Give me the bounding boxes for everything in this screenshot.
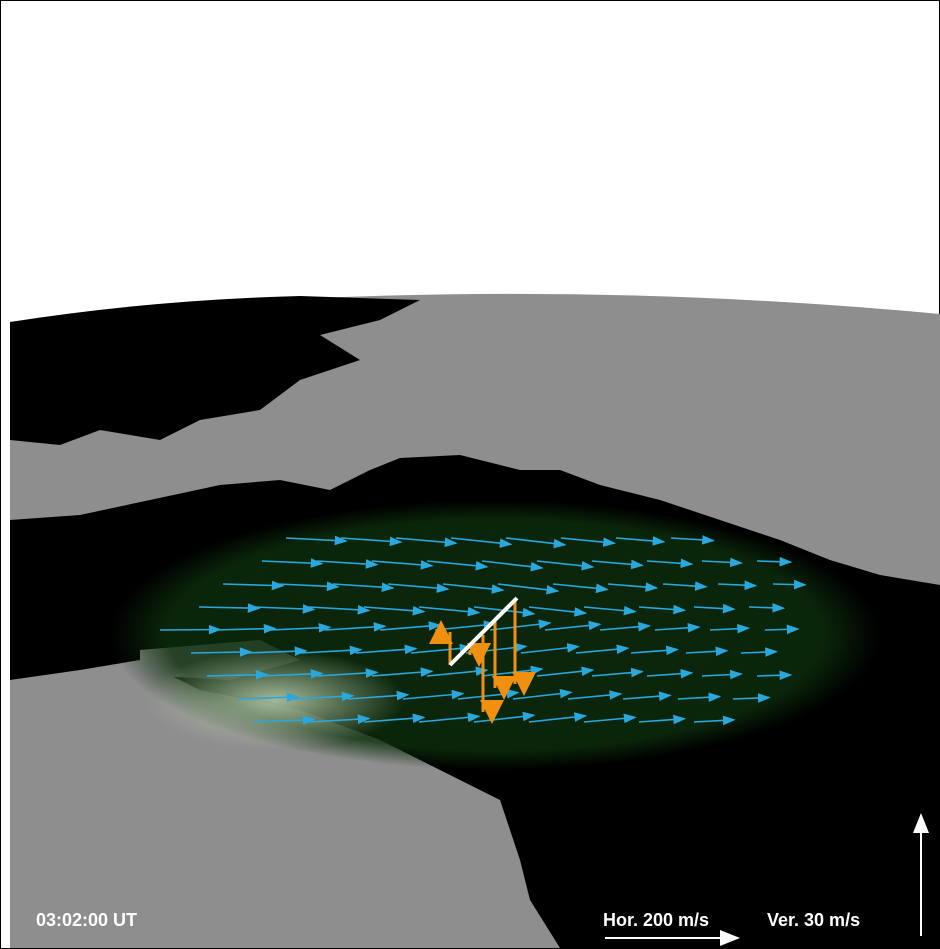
wind-arrow <box>190 647 253 657</box>
wind-arrow <box>410 643 473 654</box>
wind-arrow <box>261 558 324 568</box>
wind-arrow <box>528 606 588 617</box>
wind-arrow <box>285 535 348 546</box>
wind-arrow <box>418 606 481 617</box>
wind-arrow <box>764 624 800 635</box>
wind-arrow <box>222 580 285 591</box>
wind-arrow <box>732 693 771 703</box>
wind-arrow <box>277 581 340 592</box>
wind-arrow <box>772 579 807 590</box>
wind-arrow <box>528 712 588 723</box>
wind-arrow <box>575 644 630 654</box>
wind-arrow <box>159 624 222 635</box>
wind-arrow <box>261 669 324 679</box>
wind-arrow <box>489 619 552 631</box>
wind-arrow <box>340 536 403 547</box>
wind-arrow <box>646 668 694 679</box>
wind-arrow <box>395 537 458 548</box>
wind-arrow <box>450 537 513 548</box>
vertical-arrows <box>429 600 536 724</box>
wind-arrow <box>245 646 308 656</box>
wind-arrow <box>607 582 659 592</box>
wind-arrow <box>756 556 793 567</box>
wind-arrow <box>646 558 694 569</box>
wind-arrow <box>253 715 316 725</box>
wind-arrow <box>560 537 616 547</box>
wind-arrow <box>237 692 300 703</box>
vertical-scale: Ver. 30 m/s <box>767 910 860 930</box>
wind-arrow <box>638 604 687 615</box>
wind-arrow <box>552 583 609 594</box>
wind-arrow <box>253 604 316 614</box>
land <box>10 296 420 445</box>
wind-arrow <box>536 560 595 571</box>
wind-arrow <box>332 582 395 593</box>
wind-arrow <box>497 583 560 595</box>
timestamp: 03:02:00 UT <box>36 910 137 930</box>
wind-arrow <box>363 605 426 616</box>
wind-arrow <box>544 620 602 631</box>
wind-arrow <box>402 689 465 700</box>
wind-arrow <box>214 623 277 634</box>
wind-arrow <box>316 559 379 569</box>
wind-arrow <box>426 560 489 571</box>
wind-arrow <box>662 581 708 591</box>
wind-arrow <box>654 623 701 633</box>
wind-arrow <box>371 560 434 570</box>
wind-arrow <box>756 670 793 681</box>
wind-arrow <box>198 603 261 613</box>
wind-arrow <box>630 645 679 656</box>
wind-arrow <box>426 666 489 677</box>
wind-arrow <box>387 583 450 593</box>
wind-arrow <box>206 670 269 680</box>
wind-arrow <box>693 715 736 726</box>
wind-arrow <box>670 535 715 545</box>
wind-arrow <box>505 537 567 549</box>
wind-arrow <box>442 583 505 594</box>
wind-arrow <box>324 622 387 632</box>
wind-arrow <box>481 560 544 572</box>
wind-arrow <box>292 691 355 702</box>
wind-arrow <box>567 690 623 700</box>
wind-arrow <box>677 692 722 702</box>
wind-arrow <box>701 669 743 680</box>
land <box>10 560 130 620</box>
wind-arrow <box>638 714 687 725</box>
wind-arrow <box>363 713 426 724</box>
wind-arrow <box>300 645 363 656</box>
wind-arrow <box>717 580 758 591</box>
wind-arrow <box>512 688 573 700</box>
wind-arrow <box>520 643 580 654</box>
wind-arrow <box>701 557 743 568</box>
wind-arrow <box>740 647 778 657</box>
wind-arrow <box>615 536 666 546</box>
wind-arrow <box>748 603 786 613</box>
wind-arrow <box>591 667 644 678</box>
wind-arrow <box>622 691 672 701</box>
wind-arrow <box>685 646 729 657</box>
wind-arrow <box>269 623 332 633</box>
wind-arrow <box>355 644 418 655</box>
wind-arrow <box>536 666 595 677</box>
wind-arrow <box>583 713 637 724</box>
wind-arrow <box>591 559 644 570</box>
wind-arrows <box>159 535 807 726</box>
wind-arrow <box>308 605 371 615</box>
wind-arrow <box>599 621 652 632</box>
wind-arrow <box>347 690 410 701</box>
wind-arrow <box>316 668 379 678</box>
wind-arrow <box>583 605 637 616</box>
wind-arrow <box>709 623 751 634</box>
wind-arrow <box>693 603 736 614</box>
wind-arrow <box>418 712 481 723</box>
wind-arrow <box>308 714 371 724</box>
track <box>448 596 519 667</box>
horizontal-scale: Hor. 200 m/s <box>603 910 709 930</box>
wind-arrow <box>371 667 434 677</box>
region <box>145 650 405 750</box>
